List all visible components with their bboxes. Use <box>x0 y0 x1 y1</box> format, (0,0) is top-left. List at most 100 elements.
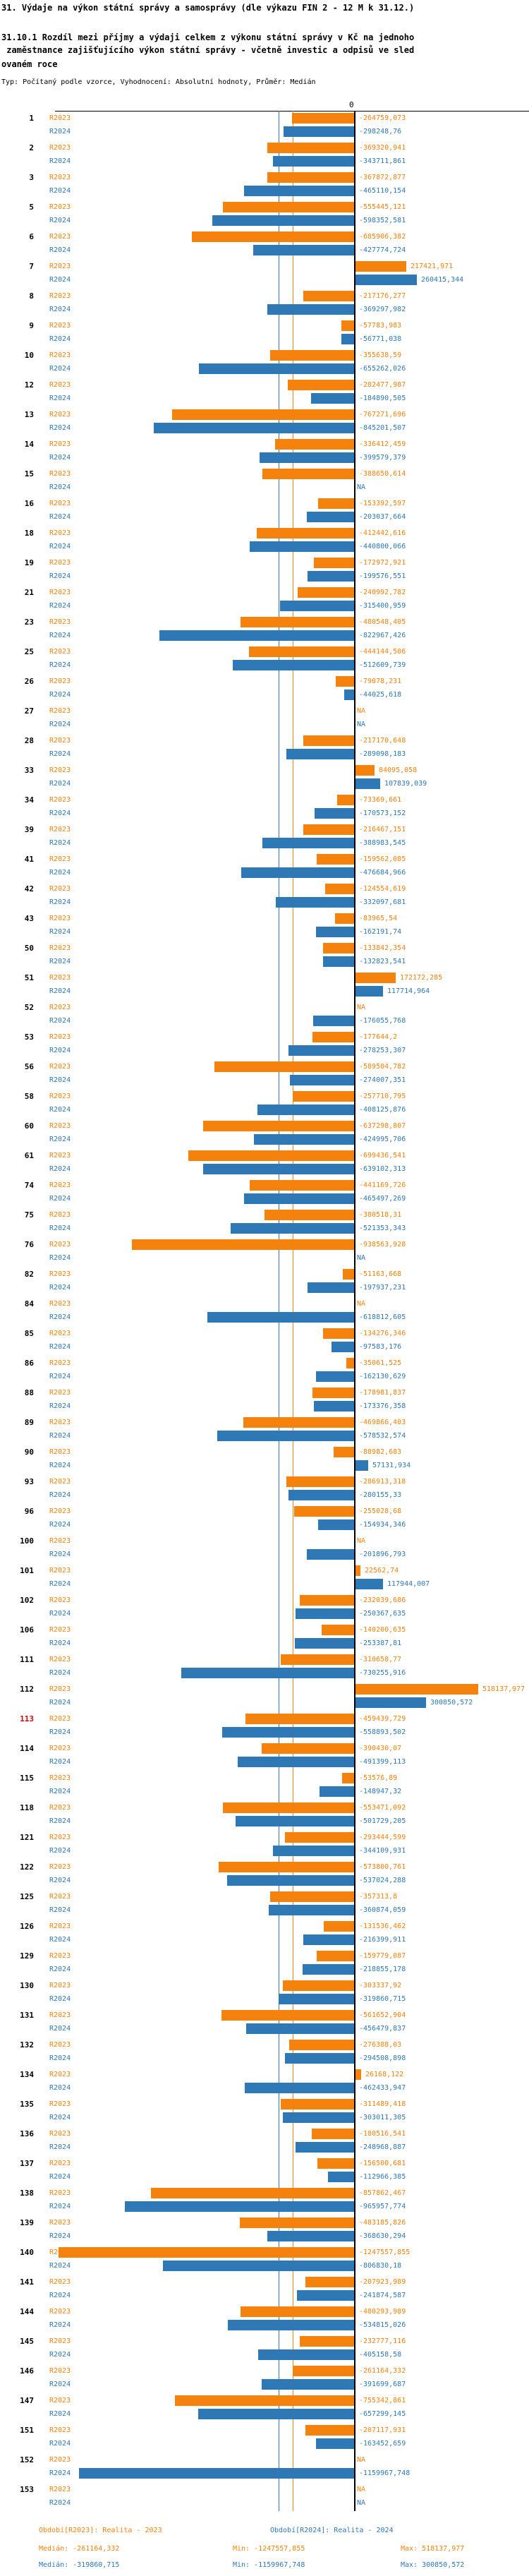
value-label-r2023: -217176,277 <box>359 292 406 300</box>
series-label-r2023: R2023 <box>49 2486 71 2493</box>
bar-r2024 <box>198 2409 355 2419</box>
series-label-r2023: R2023 <box>49 589 71 596</box>
bar-r2024 <box>273 156 355 167</box>
bar-row-r2024: R2024 -199576,551 <box>0 571 529 584</box>
bar-row-r2023: R2023 -441169,726 <box>0 1180 529 1193</box>
series-label-r2023: R2023 <box>49 796 71 804</box>
value-label-r2023: NA <box>357 1537 366 1545</box>
value-label-r2024: -163452,659 <box>359 2440 406 2448</box>
bar-r2023 <box>292 113 355 124</box>
bar-row-r2024: R2024 -319860,715 <box>0 1994 529 2007</box>
bar-row-r2024: R2024 57131,934 <box>0 1460 529 1474</box>
bar-r2024 <box>341 334 355 344</box>
series-label-r2024: R2024 <box>49 2321 71 2329</box>
series-label-r2023: R2023 <box>49 766 71 774</box>
bar-row-r2024: R2024 -303011,305 <box>0 2112 529 2126</box>
series-label-r2023: R2023 <box>49 529 71 537</box>
series-label-r2024: R2024 <box>49 454 71 462</box>
value-label-r2023: -51163,668 <box>359 1270 402 1278</box>
bar-r2024 <box>355 1460 368 1471</box>
series-label-r2023: R2023 <box>49 1122 71 1130</box>
bar-r2024 <box>308 571 355 582</box>
value-label-r2024: -173376,358 <box>359 1402 406 1410</box>
series-label-r2024: R2024 <box>49 1995 71 2003</box>
value-label-r2023: -469866,403 <box>359 1419 406 1426</box>
bar-r2023 <box>188 1150 355 1161</box>
row-number: 131 <box>20 2011 34 2020</box>
bar-r2023 <box>262 1743 355 1754</box>
bar-row-r2023: R2023 -336412,459 <box>0 439 529 452</box>
value-label-r2024: -806830,18 <box>359 2262 402 2270</box>
value-label-r2024: 57131,934 <box>372 1462 411 1469</box>
row-number: 122 <box>20 1862 34 1872</box>
series-label-r2024: R2024 <box>49 2114 71 2121</box>
value-label-r2023: -255028,68 <box>359 1507 402 1515</box>
bar-row-r2024: R2024 -289098,183 <box>0 749 529 762</box>
bar-row-r2024: R2024 -405158,58 <box>0 2349 529 2363</box>
series-label-r2024: R2024 <box>49 2173 71 2181</box>
series-label-r2023: R2023 <box>49 1567 71 1575</box>
series-label-r2023: R2023 <box>49 2426 71 2434</box>
chart-group: 130 R2023 -303337,92 R2024 -319860,715 <box>0 1980 529 2010</box>
value-label-r2024: NA <box>357 1254 366 1262</box>
bar-row-r2023: R2023 -469866,403 <box>0 1417 529 1431</box>
value-label-r2023: -388650,614 <box>359 470 406 478</box>
value-label-r2024: -218855,178 <box>359 1966 406 1973</box>
value-label-r2024: -294508,898 <box>359 2054 406 2062</box>
value-label-r2024: -298248,76 <box>359 128 402 136</box>
series-label-r2023: R2023 <box>49 944 71 952</box>
bar-row-r2023: R2023 -207923,989 <box>0 2277 529 2290</box>
bar-row-r2024: R2024 -315400,959 <box>0 601 529 614</box>
series-label-r2024: R2024 <box>49 1076 71 1084</box>
value-label-r2023: -79078,231 <box>359 678 402 685</box>
value-label-r2023: -134276,346 <box>359 1330 406 1337</box>
value-label-r2024: -465497,269 <box>359 1195 406 1203</box>
series-label-r2024: R2024 <box>49 1343 71 1351</box>
row-number: 93 <box>24 1477 34 1486</box>
chart-group: 18 R2023 -412442,616 R2024 -440800,066 <box>0 528 529 558</box>
row-number: 2 <box>29 143 34 152</box>
value-label-r2023: -303337,92 <box>359 1982 402 1990</box>
bar-row-r2024: R2024 NA <box>0 719 529 733</box>
bar-row-r2024: R2024 -162130,629 <box>0 1371 529 1385</box>
row-number: 152 <box>20 2455 34 2464</box>
bar-r2023 <box>317 854 355 865</box>
value-label-r2024: -440800,066 <box>359 543 406 550</box>
series-label-r2023: R2023 <box>49 233 71 241</box>
value-label-r2024: -170573,152 <box>359 809 406 817</box>
bar-row-r2023: R2023 -561652,904 <box>0 2010 529 2023</box>
series-label-r2024: R2024 <box>49 2410 71 2418</box>
value-label-r2024: 300850,572 <box>430 1699 473 1707</box>
bar-row-r2023: R2023 -388650,614 <box>0 469 529 482</box>
bar-r2023 <box>336 676 355 687</box>
row-number: 140 <box>20 2248 34 2257</box>
series-label-r2023: R2023 <box>49 678 71 685</box>
bar-r2023 <box>151 2188 355 2198</box>
bar-row-r2023: R2023 -276388,03 <box>0 2040 529 2053</box>
series-label-r2023: R2023 <box>49 292 71 300</box>
bar-r2024 <box>355 778 380 789</box>
series-label-r2023: R2023 <box>49 1300 71 1308</box>
bar-row-r2024: R2024 -655262,026 <box>0 363 529 377</box>
series-label-r2023: R2023 <box>49 1893 71 1901</box>
row-number: 82 <box>24 1270 34 1279</box>
value-label-r2023: -156500,681 <box>359 2160 406 2167</box>
series-label-r2023: R2023 <box>49 1774 71 1782</box>
series-label-r2024: R2024 <box>49 395 71 402</box>
row-number: 13 <box>24 410 34 419</box>
series-label-r2024: R2024 <box>49 898 71 906</box>
bar-r2024 <box>316 2438 355 2449</box>
chart-group: 101 R2023 22562,74 R2024 117944,007 <box>0 1565 529 1595</box>
series-label-r2023: R2023 <box>49 2337 71 2345</box>
series-label-r2023: R2023 <box>49 2456 71 2464</box>
chart-group: 39 R2023 -216467,151 R2024 -388983,545 <box>0 824 529 854</box>
value-label-r2024: -424995,706 <box>359 1136 406 1143</box>
bar-r2024 <box>303 1964 355 1975</box>
bar-row-r2023: R2023 -286913,318 <box>0 1476 529 1490</box>
series-label-r2023: R2023 <box>49 559 71 567</box>
bar-row-r2023: R2023 518137,977 <box>0 1684 529 1697</box>
bar-row-r2024: R2024 -218855,178 <box>0 1964 529 1978</box>
bar-r2024 <box>222 1727 355 1738</box>
row-number: 39 <box>24 825 34 834</box>
value-label-r2023: -444144,506 <box>359 648 406 656</box>
